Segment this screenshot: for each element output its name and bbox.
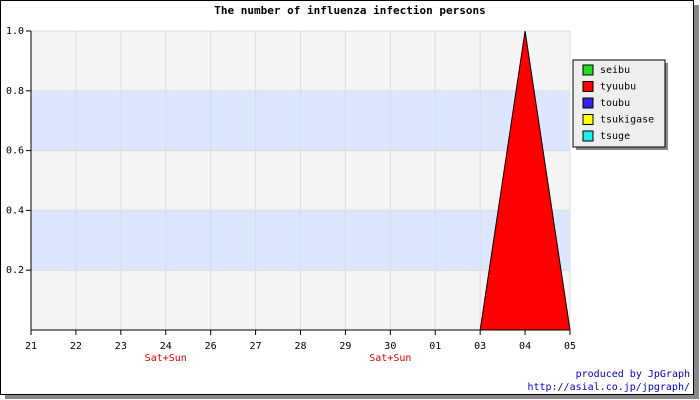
- legend-label: tsuge: [600, 131, 630, 142]
- legend-swatch: [582, 64, 594, 76]
- legend-label: toubu: [600, 98, 630, 109]
- chart-title: The number of influenza infection person…: [214, 4, 486, 17]
- legend-swatch: [582, 130, 594, 142]
- credit: produced by JpGraph: [576, 369, 690, 380]
- x-note-label: Sat+Sun: [145, 353, 187, 364]
- legend-swatch: [582, 114, 594, 125]
- y-tick-label: 0.8: [6, 86, 24, 97]
- y-tick-label: 0.6: [6, 146, 24, 157]
- x-tick-label: 21: [25, 341, 37, 352]
- x-tick-label: 03: [474, 341, 486, 352]
- y-tick-label: 0.4: [6, 205, 24, 216]
- x-tick-label: 24: [160, 341, 172, 352]
- x-tick-label: 23: [115, 341, 127, 352]
- legend-label: seibu: [600, 65, 630, 76]
- x-tick-label: 04: [519, 341, 531, 352]
- x-tick-label: 05: [564, 341, 576, 352]
- x-tick-label: 28: [294, 341, 306, 352]
- x-note-label: Sat+Sun: [369, 353, 411, 364]
- y-tick-label: 1.0: [6, 26, 24, 37]
- x-tick-label: 30: [384, 341, 396, 352]
- x-tick-label: 22: [70, 341, 82, 352]
- x-tick-label: 01: [429, 341, 441, 352]
- legend-swatch: [582, 97, 594, 109]
- legend-swatch: [582, 81, 594, 92]
- legend-label: tsukigase: [600, 115, 654, 126]
- x-tick-label: 26: [205, 341, 217, 352]
- credit: http://asial.co.jp/jpgraph/: [527, 382, 690, 393]
- legend-label: tyuubu: [600, 82, 636, 93]
- y-tick-label: 0.2: [6, 265, 24, 276]
- x-tick-label: 27: [250, 341, 262, 352]
- x-tick-label: 29: [339, 341, 351, 352]
